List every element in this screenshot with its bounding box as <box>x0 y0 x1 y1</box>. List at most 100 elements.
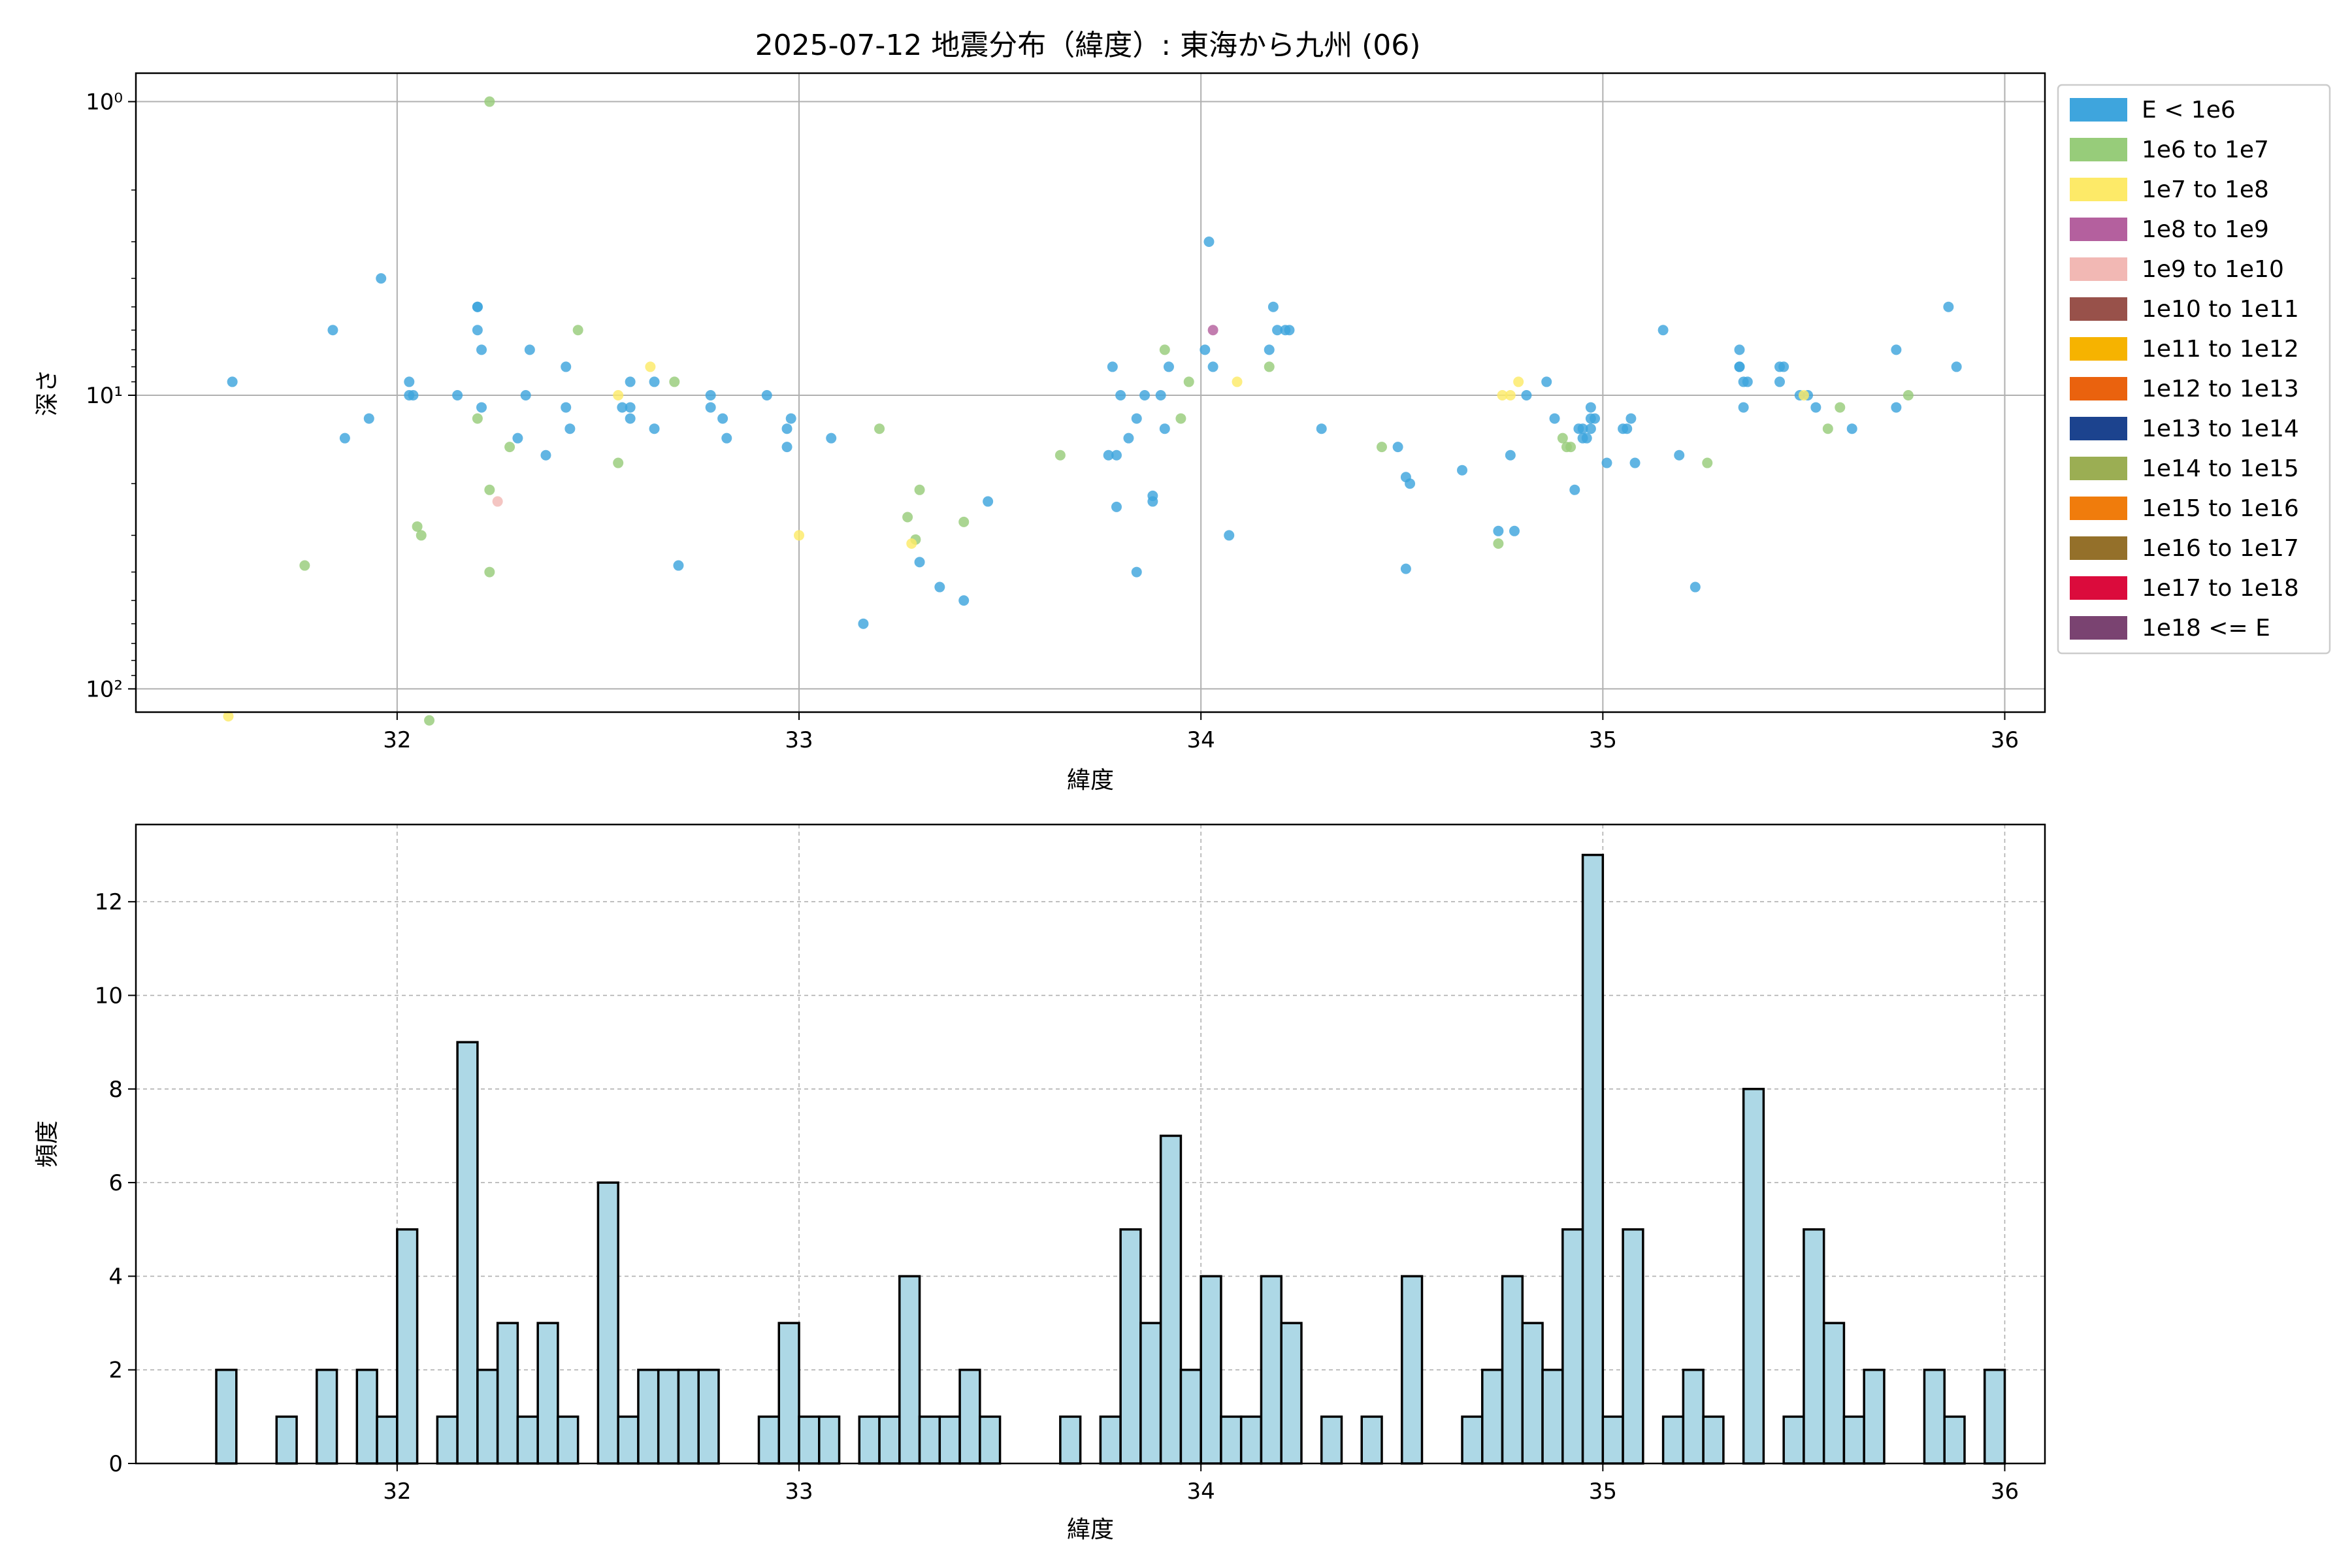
histogram-bar <box>275 1415 298 1465</box>
scatter-point <box>1810 402 1821 413</box>
scatter-point <box>476 344 487 355</box>
legend-label: 1e11 to 1e12 <box>2142 336 2299 363</box>
histogram-bar <box>1682 1368 1705 1465</box>
scatter-point <box>339 433 350 444</box>
scatter-point <box>472 325 483 336</box>
scatter-point <box>1674 449 1685 461</box>
scatter-point <box>504 442 515 453</box>
scatter-y-axis-label: 深さ <box>34 369 61 416</box>
scatter-point <box>1565 442 1576 453</box>
scatter-point <box>1123 433 1134 444</box>
histogram-y-tick-label: 0 <box>108 1451 123 1477</box>
legend-swatch <box>2070 616 2127 640</box>
histogram-bar <box>918 1415 941 1465</box>
legend-label: 1e16 to 1e17 <box>2142 535 2299 562</box>
scatter-point <box>645 361 656 372</box>
scatter-point <box>613 389 624 400</box>
histogram-bar <box>617 1415 640 1465</box>
scatter-point <box>1103 449 1114 461</box>
histogram-bar <box>1561 1228 1584 1465</box>
scatter-point <box>1175 413 1186 424</box>
scatter-point <box>1513 376 1524 387</box>
scatter-point <box>1557 433 1568 444</box>
histogram-bar <box>376 1415 399 1465</box>
scatter-point <box>914 484 925 495</box>
scatter-panel: 32 33 34 35 36 10⁰ 10¹ 10² 緯度 深さ <box>34 72 2046 794</box>
histogram-x-tick-label: 33 <box>785 1478 813 1505</box>
histogram-y-ticks: 0 2 4 6 8 10 12 <box>95 889 136 1477</box>
scatter-point <box>1951 361 1962 372</box>
scatter-point <box>649 423 660 434</box>
histogram-y-tick-label: 8 <box>108 1077 123 1103</box>
histogram-bar <box>1541 1368 1564 1465</box>
legend: E < 1e6 1e6 to 1e7 1e7 to 1e8 1e8 to 1e9 1e9… <box>2057 84 2331 655</box>
histogram-bar <box>215 1368 238 1465</box>
scatter-point <box>1577 423 1588 434</box>
histogram-bar <box>858 1415 881 1465</box>
scatter-point <box>902 512 913 523</box>
scatter-point <box>1581 433 1592 444</box>
scatter-point <box>1822 423 1833 434</box>
scatter-point <box>1585 423 1596 434</box>
scatter-point <box>299 560 310 571</box>
scatter-point <box>1798 389 1809 400</box>
scatter-point <box>1742 376 1753 387</box>
scatter-point <box>363 413 374 424</box>
scatter-point <box>1147 496 1158 507</box>
scatter-point <box>1702 457 1713 468</box>
histogram-bar <box>757 1415 781 1465</box>
scatter-point <box>1207 325 1218 336</box>
histogram-bar <box>1280 1322 1303 1465</box>
scatter-point <box>1272 325 1283 336</box>
histogram-bar <box>677 1368 700 1465</box>
scatter-x-axis-label: 緯度 <box>1067 767 1114 794</box>
scatter-point <box>625 413 636 424</box>
scatter-point <box>1509 525 1520 536</box>
scatter-point <box>227 376 238 387</box>
scatter-y-tick-label: 10¹ <box>86 383 123 409</box>
legend-label: 1e9 to 1e10 <box>2142 256 2284 283</box>
scatter-point <box>717 413 728 424</box>
scatter-point <box>934 581 945 593</box>
histogram-bar <box>1139 1322 1162 1465</box>
scatter-point <box>1111 449 1122 461</box>
histogram-bar <box>1661 1415 1685 1465</box>
scatter-point <box>874 423 885 434</box>
scatter-point <box>1111 501 1122 512</box>
scatter-x-tick-label: 32 <box>383 727 411 753</box>
histogram-bar <box>1822 1322 1846 1465</box>
scatter-point <box>1690 581 1701 593</box>
legend-swatch <box>2070 218 2127 241</box>
legend-label: 1e18 <= E <box>2142 615 2270 642</box>
histogram-bar <box>1803 1228 1825 1465</box>
histogram-y-tick-label: 10 <box>95 983 123 1009</box>
scatter-y-ticks: 10⁰ 10¹ 10² <box>86 90 136 702</box>
scatter-point <box>564 423 576 434</box>
scatter-point <box>617 402 628 413</box>
scatter-point <box>1267 301 1279 312</box>
scatter-point <box>613 457 624 468</box>
scatter-point <box>1541 376 1552 387</box>
histogram-y-tick-label: 2 <box>108 1358 123 1384</box>
histogram-y-axis-label: 頻度 <box>34 1120 61 1168</box>
scatter-point <box>1778 361 1789 372</box>
histogram-bar <box>557 1415 580 1465</box>
scatter-point <box>376 273 387 284</box>
scatter-point <box>1392 442 1403 453</box>
histogram-bar <box>496 1322 519 1465</box>
scatter-point <box>625 402 636 413</box>
histogram-bar <box>1260 1275 1282 1465</box>
histogram-y-tick-label: 4 <box>108 1264 123 1290</box>
histogram-bar <box>1320 1415 1343 1465</box>
histogram-bar <box>536 1322 559 1465</box>
histogram-y-tick-label: 12 <box>95 889 123 915</box>
scatter-point <box>1376 442 1387 453</box>
scatter-point <box>520 389 531 400</box>
histogram-bar <box>1742 1088 1765 1465</box>
scatter-point <box>1521 389 1532 400</box>
scatter-point <box>561 361 572 372</box>
scatter-x-tick-label: 34 <box>1187 727 1215 753</box>
scatter-y-tick-label: 10⁰ <box>86 90 123 116</box>
legend-swatch <box>2070 417 2127 440</box>
scatter-point <box>958 516 970 527</box>
